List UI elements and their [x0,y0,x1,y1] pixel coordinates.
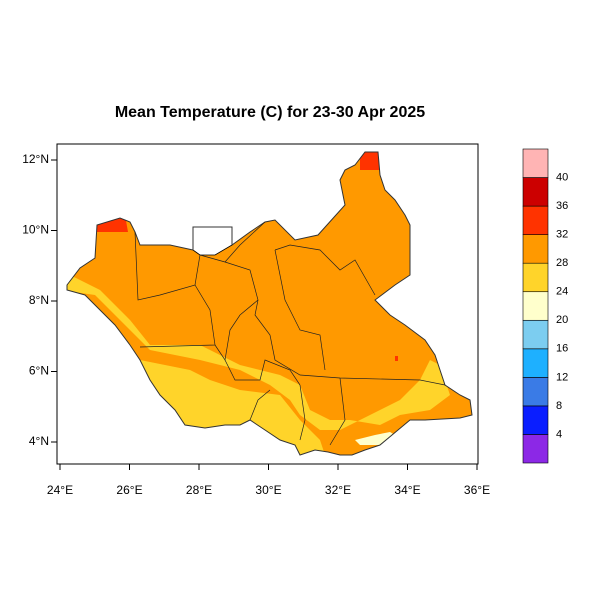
colorbar-label: 36 [556,200,568,212]
y-tick-label: 4°N [29,434,49,448]
colorbar-label: 40 [556,171,568,183]
colorbar-box [522,377,549,407]
colorbar-box [522,234,549,264]
temperature-field [67,152,472,455]
title: Mean Temperature (C) for 23-30 Apr 2025 [115,104,425,121]
colorbar-label: 12 [556,371,568,383]
y-tick-label: 12°N [22,152,49,166]
colorbar-label: 20 [556,314,568,326]
map-frame [56,143,479,465]
x-tick-label: 36°E [464,483,490,497]
colorbar-box [522,405,549,435]
colorbar-label: 28 [556,257,568,269]
x-tick-label: 28°E [186,483,212,497]
colorbar-label: 4 [556,428,562,440]
x-tick-label: 30°E [255,483,281,497]
colorbar-box [522,348,549,378]
colorbar-box [522,262,549,293]
x-tick-label: 24°E [47,483,73,497]
colorbar-box [522,291,549,321]
y-tick-label: 6°N [29,364,49,378]
colorbar-label: 32 [556,229,568,241]
colorbar: 4 8 12 16 20 24 28 32 36 40 [522,148,568,464]
country-border [66,151,473,456]
y-tick-label: 8°N [29,293,49,307]
x-tick-label: 26°E [116,483,142,497]
state-borders [134,221,446,446]
colorbar-box [522,148,549,178]
colorbar-box [522,434,549,464]
y-tick-label: 10°N [22,223,49,237]
colorbar-box [522,319,549,350]
colorbar-label: 16 [556,343,568,355]
colorbar-label: 24 [556,286,568,298]
colorbar-box [522,177,549,207]
colorbar-label: 8 [556,400,562,412]
x-tick-label: 32°E [325,483,351,497]
colorbar-box [522,205,549,235]
x-tick-label: 34°E [394,483,420,497]
